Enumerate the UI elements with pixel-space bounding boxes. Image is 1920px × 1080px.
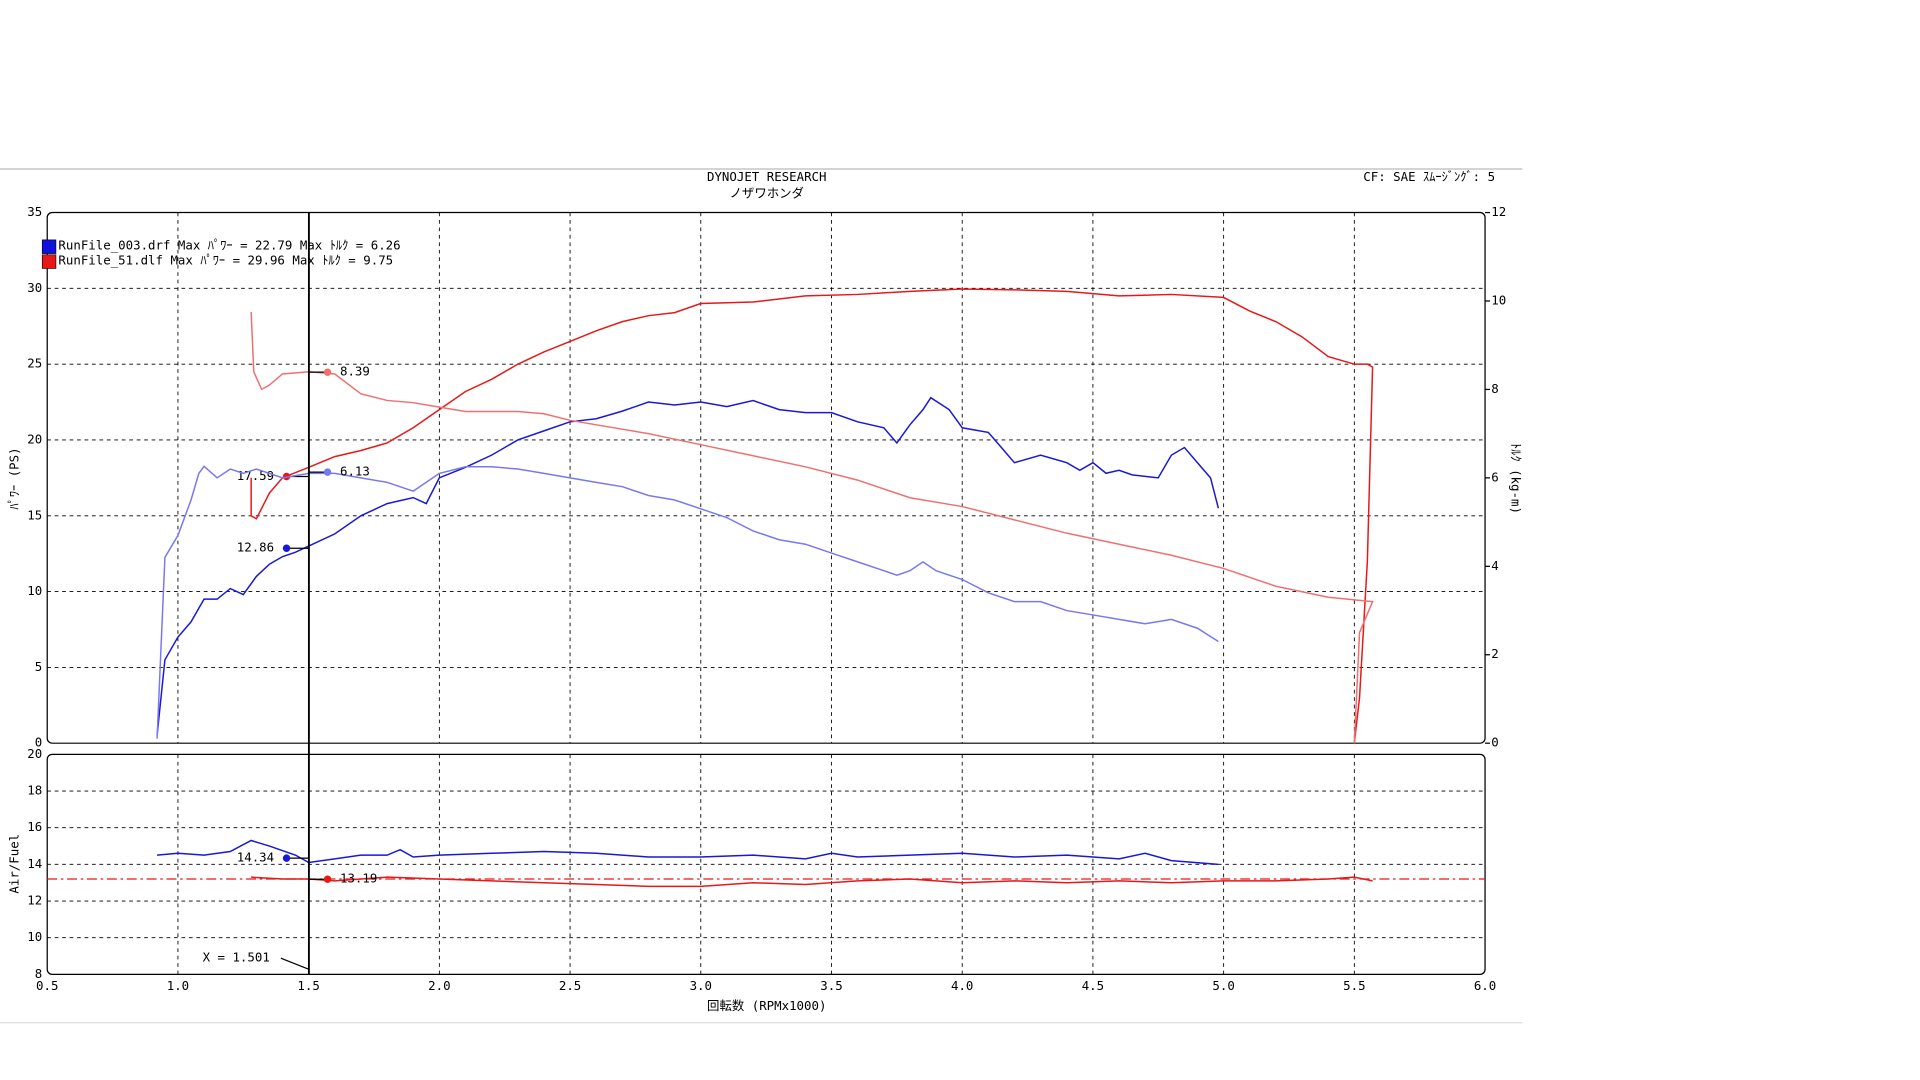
series-line	[157, 839, 1219, 866]
readout-dot	[282, 854, 291, 862]
x-tick-label: 4.0	[951, 978, 973, 993]
readout-label: 17.59	[237, 468, 274, 483]
y-tick-label: 5	[35, 659, 42, 674]
y-tick-label: 30	[27, 280, 42, 295]
y-tick-label: 10	[27, 929, 42, 944]
y-tick-label: 25	[27, 356, 42, 371]
y2-tick-label: 6	[1491, 469, 1498, 484]
y2-tick-label: 10	[1491, 292, 1506, 307]
y2-axis-label: ﾄﾙｸ (kg-m)	[1508, 443, 1523, 514]
x-tick-label: 6.0	[1474, 978, 1496, 993]
series-line	[251, 876, 1373, 888]
y-tick-label: 8	[35, 966, 42, 981]
legend-swatch	[41, 254, 57, 269]
y-tick-label: 14	[27, 856, 42, 871]
chart-title: DYNOJET RESEARCH	[707, 169, 827, 184]
x-tick-label: 5.5	[1343, 978, 1365, 993]
readout-label: 6.13	[340, 464, 370, 479]
y-tick-label: 15	[27, 507, 42, 522]
series-line	[250, 312, 1374, 744]
x-tick-label: 3.5	[820, 978, 842, 993]
y2-tick-label: 8	[1491, 381, 1498, 396]
chart-subtitle: ノザワホンダ	[730, 185, 804, 200]
cursor-label: X = 1.501	[203, 950, 270, 965]
y-tick-label: 18	[27, 783, 42, 798]
y-tick-label: 0	[35, 735, 42, 750]
x-axis-label: 回転数 (RPMx1000)	[707, 998, 826, 1013]
series-line	[156, 396, 1220, 736]
x-tick-label: 4.5	[1082, 978, 1104, 993]
legend-label: RunFile_51.dlf Max ﾊﾟﾜｰ = 29.96 Max ﾄﾙｸ …	[58, 253, 393, 268]
x-tick-label: 1.5	[297, 978, 319, 993]
x-tick-label: 5.0	[1212, 978, 1234, 993]
cursor-leader	[280, 957, 310, 970]
y-tick-label: 20	[27, 746, 42, 761]
readout-label: 13.19	[340, 871, 377, 886]
series-line	[250, 288, 1374, 744]
readout-dot	[282, 544, 291, 552]
y-tick-label: 16	[27, 819, 42, 834]
y2-tick-label: 2	[1491, 646, 1498, 661]
readout-dot	[323, 468, 332, 476]
legend-swatch	[41, 239, 57, 254]
legend-label: RunFile_003.drf Max ﾊﾟﾜｰ = 22.79 Max ﾄﾙｸ…	[58, 238, 400, 253]
readout-dot	[323, 875, 332, 883]
y2-tick-label: 12	[1491, 204, 1506, 219]
y-tick-label: 35	[27, 204, 42, 219]
x-tick-label: 2.5	[559, 978, 581, 993]
x-tick-label: 2.0	[428, 978, 450, 993]
x-tick-label: 0.5	[36, 978, 58, 993]
y-axis-label: ﾊﾟﾜｰ (PS)	[6, 447, 21, 509]
readout-dot	[323, 368, 332, 376]
y-tick-label: 10	[27, 583, 42, 598]
y2-tick-label: 0	[1491, 735, 1498, 750]
readout-label: 8.39	[340, 364, 370, 379]
af-axis-label: Air/Fuel	[6, 834, 21, 894]
y2-tick-label: 4	[1491, 558, 1498, 573]
readout-label: 14.34	[237, 850, 274, 865]
y-tick-label: 20	[27, 431, 42, 446]
y-tick-label: 12	[27, 893, 42, 908]
series-line	[156, 465, 1219, 739]
correction-note: CF: SAE ｽﾑｰｼﾞﾝｸﾞ: 5	[1363, 169, 1495, 184]
x-tick-label: 3.0	[690, 978, 712, 993]
x-tick-label: 1.0	[167, 978, 189, 993]
readout-label: 12.86	[237, 540, 274, 555]
